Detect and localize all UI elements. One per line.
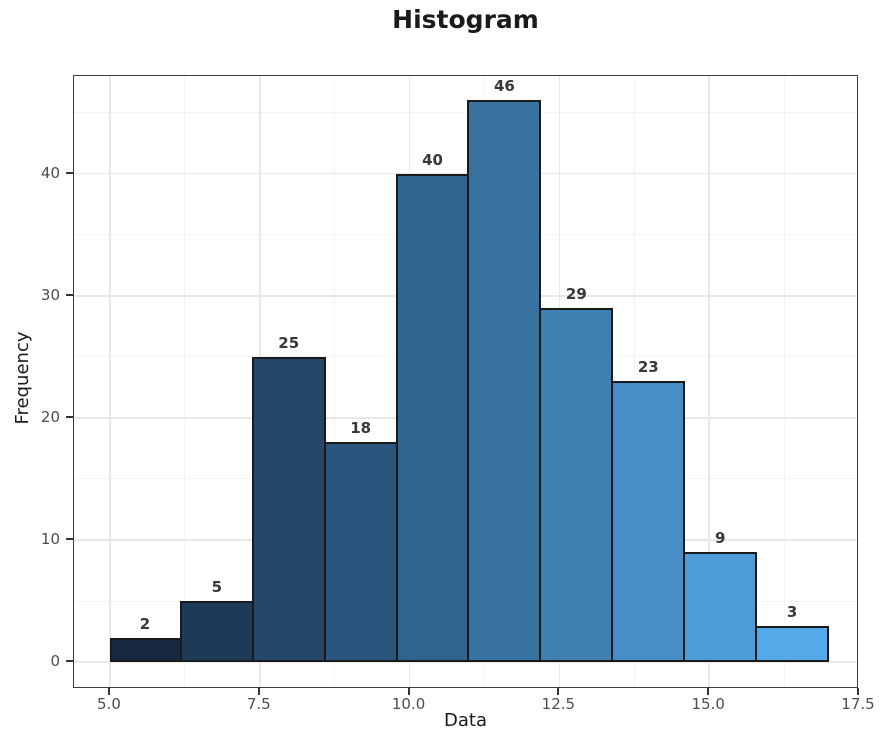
bar-value-label: 5	[211, 578, 223, 597]
gridline-x-minor	[184, 76, 186, 687]
histogram-bar	[755, 625, 830, 663]
chart-title: Histogram	[392, 5, 539, 34]
x-tick-mark	[557, 688, 560, 695]
bar-value-label: 40	[422, 150, 443, 169]
y-axis-title: Frequency	[12, 331, 33, 425]
y-tick-mark	[66, 538, 73, 541]
y-tick-label: 20	[40, 407, 60, 426]
y-tick-label: 30	[40, 285, 60, 304]
histogram-bar	[109, 637, 182, 663]
gridline-y-minor	[74, 112, 857, 114]
x-tick-mark	[257, 688, 260, 695]
histogram-bar	[611, 381, 686, 663]
histogram-bar	[395, 173, 470, 663]
x-tick-label: 15.0	[691, 695, 725, 713]
bar-value-label: 2	[139, 614, 151, 633]
x-tick-mark	[407, 688, 410, 695]
bar-value-label: 9	[714, 529, 726, 548]
plot-area	[73, 75, 858, 688]
bar-value-label: 25	[278, 333, 300, 352]
histogram-bar	[467, 100, 542, 663]
x-tick-label: 12.5	[541, 695, 576, 713]
gridline-x-minor	[334, 76, 336, 687]
x-tick-label: 17.5	[841, 695, 875, 713]
bar-value-label: 29	[565, 285, 587, 303]
gridline-x-major	[708, 76, 710, 687]
y-tick-label: 0	[50, 652, 60, 671]
y-tick-mark	[66, 171, 73, 174]
x-tick-label: 5.0	[97, 695, 121, 713]
gridline-y-major	[74, 661, 857, 663]
x-tick-mark	[857, 688, 859, 695]
histogram-bar	[179, 601, 254, 663]
histogram-bar	[683, 552, 758, 663]
bar-value-label: 3	[786, 602, 798, 621]
y-tick-mark	[66, 660, 73, 663]
y-tick-label: 10	[40, 530, 60, 549]
histogram-bar	[323, 442, 398, 663]
bar-value-label: 46	[494, 77, 515, 96]
x-tick-mark	[107, 688, 110, 695]
x-tick-label: 10.0	[391, 695, 426, 713]
bar-value-label: 18	[350, 419, 372, 438]
y-tick-mark	[66, 415, 73, 418]
x-tick-label: 7.5	[246, 695, 271, 713]
histogram-bar	[539, 308, 614, 663]
gridline-x-major	[109, 76, 111, 687]
bar-value-label: 23	[637, 358, 659, 377]
x-tick-mark	[707, 688, 710, 695]
x-axis-title: Data	[444, 710, 487, 731]
gridline-x-minor	[783, 76, 785, 687]
y-tick-label: 40	[40, 163, 60, 182]
y-tick-mark	[66, 293, 73, 296]
histogram-bar	[251, 356, 326, 663]
